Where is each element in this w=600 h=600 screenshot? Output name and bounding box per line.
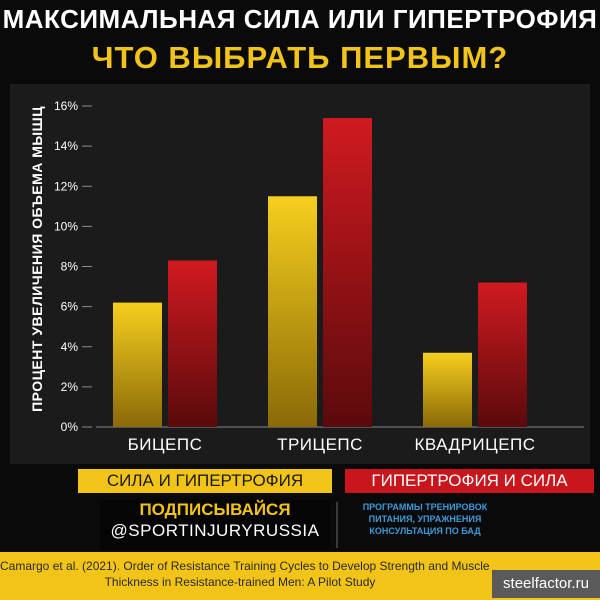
service-item: КОНСУЛЬТАЦИЯ ПО БАД [369, 526, 481, 536]
bar-strength-hypertrophy-2 [423, 352, 472, 427]
y-tick-label: 10% [54, 219, 78, 233]
promo-divider [336, 502, 338, 548]
promo-panel [100, 500, 330, 550]
title-line-2: ЧТО ВЫБРАТЬ ПЕРВЫМ? [91, 40, 509, 75]
bar-strength-hypertrophy-0 [113, 302, 162, 427]
y-tick-label: 8% [61, 260, 79, 274]
y-tick-label: 6% [61, 300, 79, 314]
y-tick-label: 0% [61, 420, 79, 434]
legend-hypertrophy-strength: ГИПЕРТРОФИЯ И СИЛА [345, 469, 594, 493]
y-tick-label: 2% [61, 380, 79, 394]
legend-strength-hypertrophy: СИЛА И ГИПЕРТРОФИЯ [78, 469, 332, 493]
instagram-handle[interactable]: @SPORTINJURYRUSSIA [110, 521, 320, 540]
watermark: steelfactor.ru [492, 570, 600, 598]
y-tick-label: 4% [61, 340, 79, 354]
citation-line-2: Thickness in Resistance-trained Men: A P… [104, 575, 376, 589]
bar-hypertrophy-strength-2 [478, 282, 527, 427]
services-list: ПРОГРАММЫ ТРЕНИРОВОК ПИТАНИЯ, УПРАЖНЕНИЯ… [340, 501, 510, 537]
service-item: ПРОГРАММЫ ТРЕНИРОВОК [362, 502, 488, 512]
title-line-1: МАКСИМАЛЬНАЯ СИЛА ИЛИ ГИПЕРТРОФИЯ [2, 4, 598, 34]
x-axis-ticks: БИЦЕПС ТРИЦЕПС КВАДРИЦЕПС [128, 435, 535, 454]
y-tick-label: 12% [54, 179, 78, 193]
bar-chart: ПРОЦЕНТ УВЕЛИЧЕНИЯ ОБЪЕМА МЫШЦ 0% 2% 4% 6% 8… [29, 99, 584, 454]
bar-strength-hypertrophy-1 [268, 196, 317, 427]
y-tick-label: 14% [54, 139, 78, 153]
x-tick-label: БИЦЕПС [128, 435, 203, 454]
subscribe-text: ПОДПИСЫВАЙСЯ [139, 500, 291, 519]
x-tick-label: КВАДРИЦЕПС [414, 435, 535, 454]
bar-hypertrophy-strength-0 [168, 260, 217, 427]
y-tick-label: 16% [54, 99, 78, 113]
citation: Camargo et al. (2021). Order of Resistan… [0, 558, 490, 590]
service-item: ПИТАНИЯ, УПРАЖНЕНИЯ [368, 514, 482, 524]
citation-line-1: Camargo et al. (2021). Order of Resistan… [0, 559, 490, 573]
x-tick-label: ТРИЦЕПС [277, 435, 363, 454]
y-axis-label: ПРОЦЕНТ УВЕЛИЧЕНИЯ ОБЪЕМА МЫШЦ [29, 106, 45, 412]
bar-hypertrophy-strength-1 [323, 118, 372, 427]
bars [113, 118, 527, 427]
y-axis-ticks: 0% 2% 4% 6% 8% 10% 12% 14% 16% [54, 99, 92, 434]
